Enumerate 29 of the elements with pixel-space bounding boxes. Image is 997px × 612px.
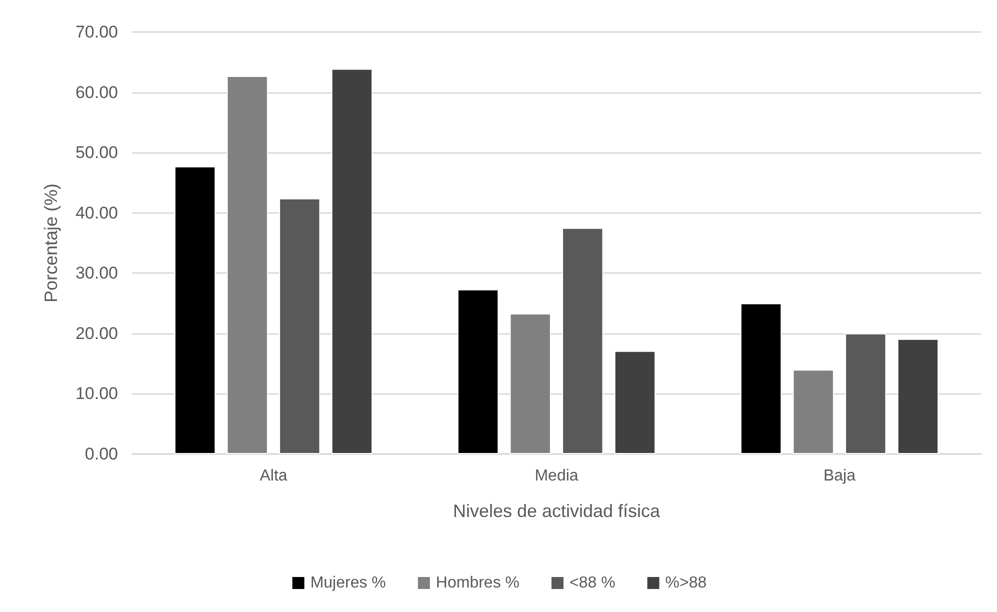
y-tick-label: 50.00 (75, 143, 118, 162)
legend-label: <88 % (569, 574, 616, 592)
legend-label: %>88 (665, 574, 707, 592)
x-tick-label: Alta (260, 468, 288, 484)
bar (845, 333, 886, 454)
y-tick-label: 0.00 (84, 444, 118, 464)
legend-label: Mujeres % (310, 574, 386, 592)
y-tick-label: 70.00 (75, 22, 118, 42)
y-axis-title: Porcentaje (%) (41, 183, 61, 303)
bar (279, 198, 320, 454)
legend-label: Hombres % (436, 574, 520, 592)
bar (457, 289, 499, 454)
y-tick-label: 10.00 (75, 384, 118, 404)
bar (897, 338, 939, 454)
x-tick-label: Media (534, 468, 578, 484)
x-axis-title: Niveles de actividad física (452, 501, 662, 521)
y-tick-label: 30.00 (75, 264, 118, 283)
y-tick-label: 40.00 (75, 203, 118, 222)
bar (331, 68, 373, 454)
bar (174, 166, 216, 454)
bar (740, 303, 782, 454)
bar (510, 314, 551, 454)
y-tick-label: 60.00 (75, 82, 118, 102)
bar (562, 228, 604, 454)
x-tick-label: Baja (823, 468, 856, 484)
bar (792, 370, 834, 454)
y-tick-label: 20.00 (75, 324, 118, 343)
bar (226, 76, 268, 454)
bar (614, 350, 656, 454)
